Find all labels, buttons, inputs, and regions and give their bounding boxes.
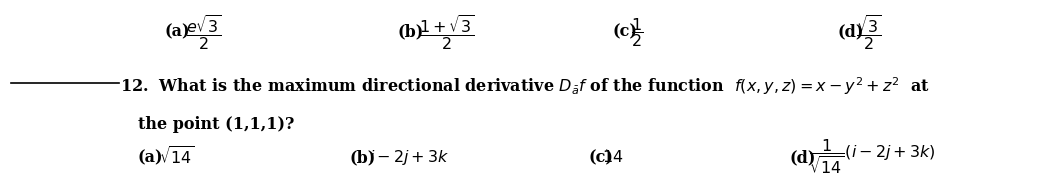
Text: (b): (b) bbox=[350, 149, 376, 166]
Text: $14$: $14$ bbox=[602, 149, 623, 166]
Text: $\dfrac{1}{2}$: $\dfrac{1}{2}$ bbox=[631, 16, 642, 49]
Text: (a): (a) bbox=[164, 24, 190, 41]
Text: $\dfrac{1}{\sqrt{14}}(i - 2j + 3k)$: $\dfrac{1}{\sqrt{14}}(i - 2j + 3k)$ bbox=[809, 138, 936, 177]
Text: $\dfrac{e\sqrt{3}}{2}$: $\dfrac{e\sqrt{3}}{2}$ bbox=[186, 13, 222, 52]
Text: (c): (c) bbox=[613, 24, 637, 41]
Text: (c): (c) bbox=[588, 149, 613, 166]
Text: (b): (b) bbox=[398, 24, 424, 41]
Text: (d): (d) bbox=[837, 24, 864, 41]
Text: 12.  What is the maximum directional derivative $D_{\bar{a}}f$ of the function  : 12. What is the maximum directional deri… bbox=[120, 75, 930, 97]
Text: (d): (d) bbox=[790, 149, 816, 166]
Text: $\dfrac{1+\sqrt{3}}{2}$: $\dfrac{1+\sqrt{3}}{2}$ bbox=[419, 13, 474, 52]
Text: (a): (a) bbox=[138, 149, 163, 166]
Text: the point (1,1,1)?: the point (1,1,1)? bbox=[138, 116, 295, 133]
Text: $\dfrac{\sqrt{3}}{2}$: $\dfrac{\sqrt{3}}{2}$ bbox=[856, 13, 882, 52]
Text: $i - 2j + 3k$: $i - 2j + 3k$ bbox=[369, 148, 449, 167]
Text: $\sqrt{14}$: $\sqrt{14}$ bbox=[159, 146, 195, 169]
